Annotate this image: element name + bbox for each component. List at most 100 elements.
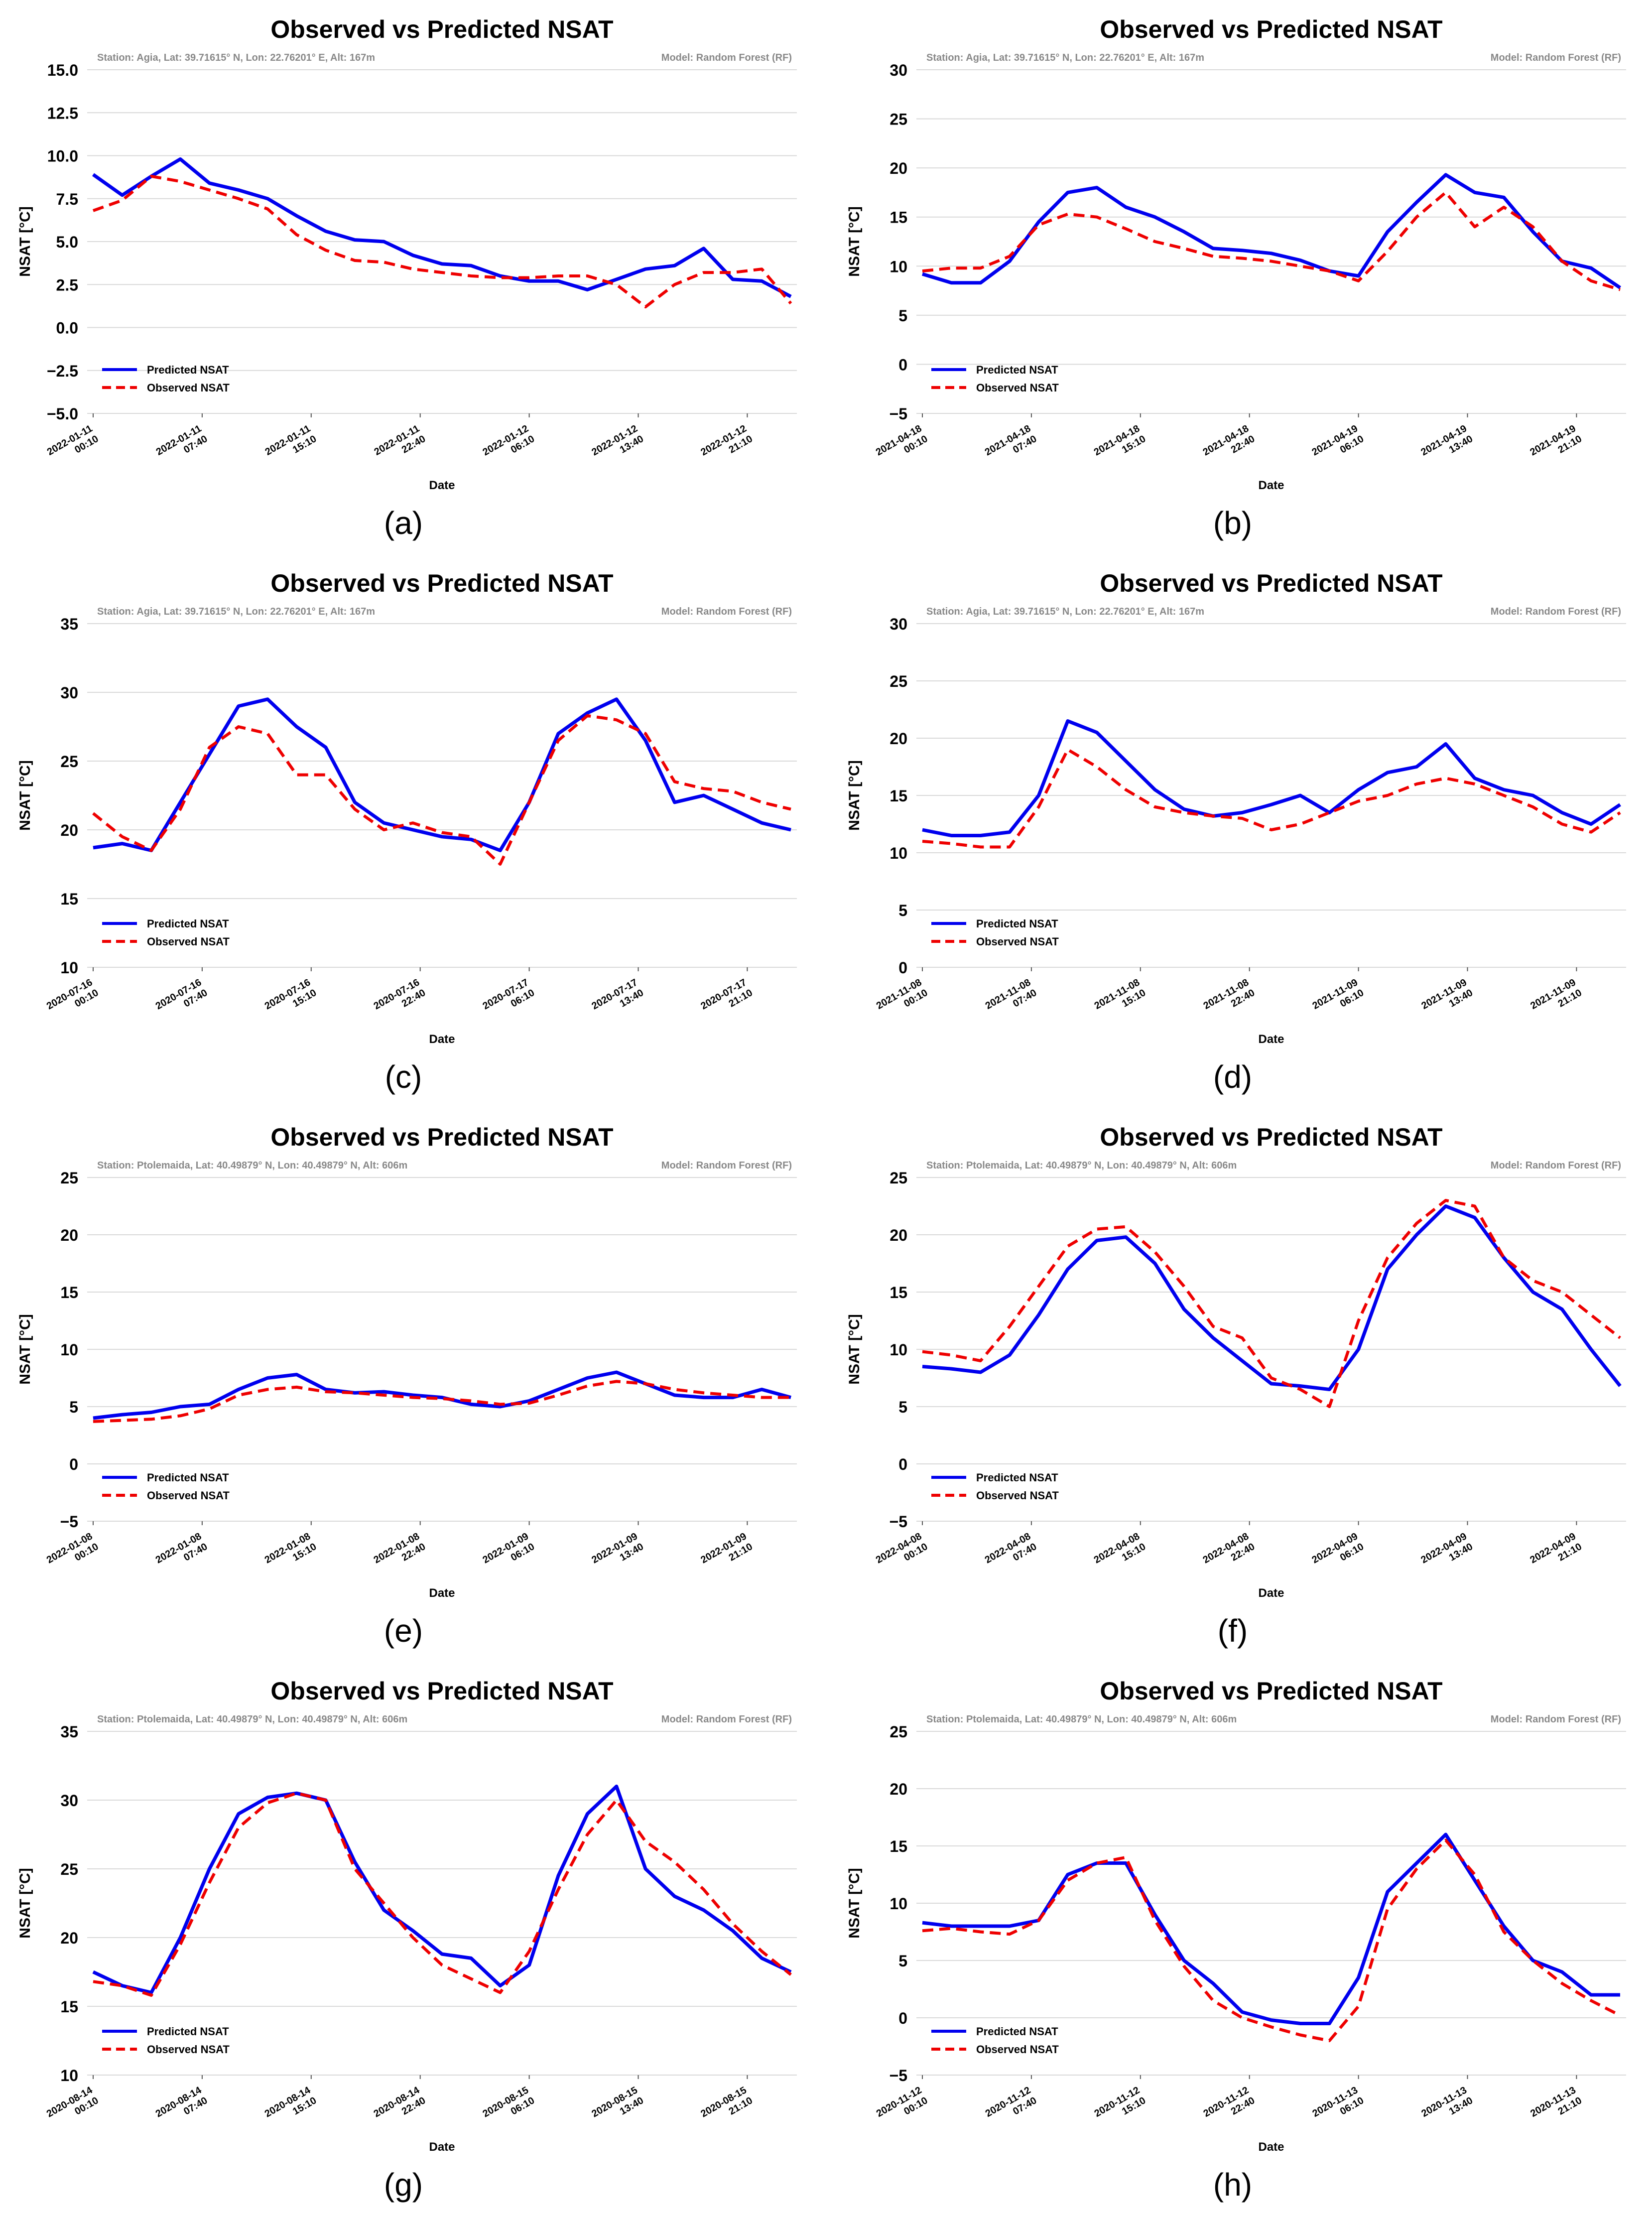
observed-line [922, 748, 1621, 849]
x-tick-label: 2022-01-0921:10 [699, 1531, 755, 1576]
y-tick-label: 5.0 [56, 233, 78, 251]
y-tick-label: 0 [898, 356, 907, 374]
x-tick-label: 2022-01-1122:40 [373, 423, 428, 468]
observed-line [92, 174, 792, 309]
y-tick-label: 0 [898, 2009, 907, 2027]
x-tick-label: 2022-01-1213:40 [590, 423, 645, 468]
observed-line [92, 714, 791, 866]
x-tick-label: 2022-01-1115:10 [263, 423, 319, 468]
y-tick-label: 25 [890, 672, 907, 690]
y-tick-label: −5 [60, 1513, 78, 1531]
chart-title: Observed vs Predicted NSAT [270, 15, 613, 43]
predicted-line [921, 173, 1621, 289]
model-info: Model: Random Forest (RF) [661, 606, 792, 617]
y-tick-label: −5 [890, 1513, 907, 1531]
x-tick-label: 2021-04-1800:10 [874, 423, 930, 468]
panel-caption: (c) [385, 1059, 422, 1095]
chart-panel-h: Observed vs Predicted NSAT Station: Ptole… [846, 1677, 1626, 2203]
y-tick-label: 10 [890, 1895, 907, 1913]
x-axis-label: Date [1258, 1033, 1284, 1046]
chart-title: Observed vs Predicted NSAT [1100, 1123, 1442, 1151]
y-tick-label: 20 [890, 1226, 907, 1244]
y-tick-label: 20 [60, 1929, 78, 1947]
x-tick-label: 2022-01-0807:40 [154, 1531, 210, 1576]
y-tick-label: 12.5 [47, 104, 78, 122]
x-tick-label: 2021-11-0921:10 [1528, 977, 1584, 1022]
x-axis-label: Date [1258, 2140, 1284, 2154]
x-tick-label: 2022-04-0913:40 [1419, 1531, 1475, 1576]
legend-label: Predicted NSAT [976, 1471, 1058, 1484]
chart-title: Observed vs Predicted NSAT [270, 1677, 613, 1705]
y-tick-label: 5 [898, 1398, 907, 1416]
y-tick-label: 25 [890, 1169, 907, 1187]
chart-panel-f: Observed vs Predicted NSAT Station: Ptole… [846, 1123, 1626, 1649]
y-tick-label: 10 [890, 1341, 907, 1359]
y-tick-label: 30 [60, 1792, 78, 1810]
x-tick-label: 2020-08-1415:10 [263, 2085, 319, 2130]
station-info: Station: Ptolemaida, Lat: 40.49879° N, L… [926, 1160, 1237, 1171]
y-tick-label: 20 [60, 1226, 78, 1244]
x-tick-label: 2022-01-0906:10 [481, 1531, 537, 1576]
panel-caption: (g) [384, 2167, 423, 2203]
x-tick-label: 2020-07-1622:40 [372, 977, 428, 1022]
y-tick-label: 0 [69, 1455, 78, 1473]
x-tick-label: 2021-04-1906:10 [1310, 423, 1366, 468]
y-tick-label: 15 [60, 1998, 78, 2016]
x-tick-label: 2020-11-1222:40 [1202, 2085, 1257, 2129]
y-tick-label: 5 [898, 1952, 907, 1970]
legend-label: Predicted NSAT [976, 917, 1058, 930]
x-tick-label: 2020-08-1422:40 [372, 2085, 428, 2130]
x-tick-label: 2020-08-1400:10 [45, 2085, 101, 2130]
predicted-line [93, 697, 791, 852]
y-tick-label: 2.5 [56, 276, 78, 294]
y-tick-label: 20 [890, 1780, 907, 1798]
x-tick-label: 2020-07-1713:40 [590, 977, 645, 1022]
y-axis-label: NSAT [°C] [17, 1314, 33, 1384]
x-tick-label: 2020-08-1513:40 [590, 2085, 645, 2130]
x-tick-label: 2020-07-1706:10 [481, 977, 537, 1022]
observed-line [922, 1199, 1621, 1408]
observed-line [93, 1380, 791, 1423]
chart-title: Observed vs Predicted NSAT [1100, 569, 1442, 597]
station-info: Station: Agia, Lat: 39.71615° N, Lon: 22… [97, 52, 375, 63]
x-axis-label: Date [429, 1033, 455, 1046]
x-tick-label: 2021-04-1913:40 [1419, 423, 1475, 468]
y-tick-label: 30 [890, 61, 907, 79]
y-axis-label: NSAT [°C] [846, 1868, 863, 1938]
station-info: Station: Ptolemaida, Lat: 40.49879° N, L… [97, 1160, 407, 1171]
y-tick-label: 10.0 [47, 147, 78, 165]
chart-panel-c: Observed vs Predicted NSAT Station: Agia,… [17, 569, 797, 1095]
y-tick-label: −2.5 [47, 362, 78, 380]
panel-caption: (h) [1213, 2167, 1252, 2203]
x-tick-label: 2022-04-0815:10 [1092, 1531, 1148, 1576]
x-tick-label: 2020-07-1615:10 [263, 977, 319, 1022]
model-info: Model: Random Forest (RF) [1491, 1714, 1621, 1725]
panel-caption: (a) [384, 505, 423, 541]
panel-caption: (b) [1213, 505, 1252, 541]
model-info: Model: Random Forest (RF) [661, 52, 792, 63]
x-tick-label: 2021-04-1815:10 [1092, 423, 1148, 468]
y-tick-label: 20 [890, 730, 907, 748]
x-tick-label: 2021-11-0822:40 [1202, 977, 1257, 1022]
y-tick-label: −5.0 [47, 405, 78, 423]
x-tick-label: 2022-01-0815:10 [263, 1531, 319, 1576]
x-tick-label: 2021-11-0815:10 [1093, 977, 1148, 1022]
observed-line [922, 191, 1621, 291]
y-tick-label: 10 [60, 959, 78, 977]
x-axis-label: Date [1258, 479, 1284, 492]
chart-panel-e: Observed vs Predicted NSAT Station: Ptole… [17, 1123, 797, 1649]
y-tick-label: 20 [60, 821, 78, 839]
x-tick-label: 2022-01-1221:10 [699, 423, 755, 468]
y-tick-label: 10 [890, 844, 907, 862]
chart-title: Observed vs Predicted NSAT [1100, 1677, 1442, 1705]
legend-label: Observed NSAT [976, 382, 1059, 394]
y-tick-label: 25 [60, 1860, 78, 1878]
y-tick-label: −5 [890, 2067, 907, 2085]
chart-title: Observed vs Predicted NSAT [1100, 15, 1442, 43]
x-tick-label: 2022-01-0822:40 [372, 1531, 428, 1576]
x-tick-label: 2022-04-0822:40 [1201, 1531, 1257, 1576]
x-tick-label: 2022-04-0921:10 [1528, 1531, 1584, 1576]
x-tick-label: 2020-11-1215:10 [1093, 2085, 1148, 2129]
chart-title: Observed vs Predicted NSAT [270, 569, 613, 597]
chart-title: Observed vs Predicted NSAT [270, 1123, 613, 1151]
